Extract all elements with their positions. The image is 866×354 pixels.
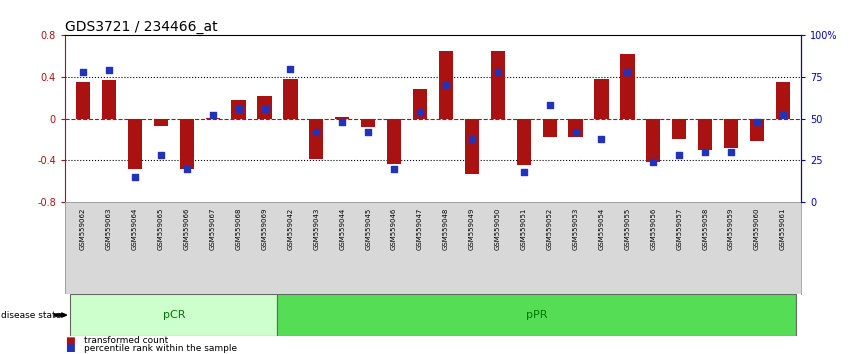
Text: GSM559062: GSM559062 bbox=[80, 207, 86, 250]
Text: transformed count: transformed count bbox=[84, 336, 168, 345]
Text: GSM559043: GSM559043 bbox=[313, 207, 320, 250]
Text: GSM559061: GSM559061 bbox=[780, 207, 786, 250]
Text: pCR: pCR bbox=[163, 310, 185, 320]
Point bbox=[750, 119, 764, 125]
Text: GSM559067: GSM559067 bbox=[210, 207, 216, 250]
Bar bbox=[335, 116, 349, 119]
Bar bbox=[646, 119, 661, 162]
Text: GSM559064: GSM559064 bbox=[132, 207, 138, 250]
Text: GSM559048: GSM559048 bbox=[443, 207, 449, 250]
Bar bbox=[465, 119, 479, 174]
Point bbox=[309, 129, 323, 135]
Point bbox=[776, 113, 790, 118]
Text: GSM559050: GSM559050 bbox=[494, 207, 501, 250]
Text: GSM559068: GSM559068 bbox=[236, 207, 242, 250]
Text: GSM559063: GSM559063 bbox=[106, 207, 112, 250]
Bar bbox=[361, 119, 375, 127]
Point bbox=[128, 174, 142, 179]
Point bbox=[335, 119, 349, 125]
Bar bbox=[231, 100, 246, 119]
Text: GSM559053: GSM559053 bbox=[572, 207, 578, 250]
Text: GSM559054: GSM559054 bbox=[598, 207, 604, 250]
Bar bbox=[387, 119, 401, 164]
Point bbox=[569, 129, 583, 135]
Point bbox=[724, 149, 738, 155]
Text: GSM559059: GSM559059 bbox=[728, 207, 734, 250]
Text: GDS3721 / 234466_at: GDS3721 / 234466_at bbox=[65, 21, 217, 34]
Text: GSM559058: GSM559058 bbox=[702, 207, 708, 250]
Bar bbox=[413, 90, 427, 119]
Text: GSM559052: GSM559052 bbox=[546, 207, 553, 250]
Point bbox=[257, 106, 271, 112]
Text: GSM559066: GSM559066 bbox=[184, 207, 190, 250]
Point bbox=[491, 69, 505, 75]
Text: GSM559046: GSM559046 bbox=[391, 207, 397, 250]
Point bbox=[180, 166, 194, 171]
Bar bbox=[70, 294, 277, 336]
Bar bbox=[154, 119, 168, 126]
Bar bbox=[179, 119, 194, 169]
Bar bbox=[620, 54, 635, 119]
Text: GSM559045: GSM559045 bbox=[365, 207, 372, 250]
Bar bbox=[672, 119, 687, 139]
Point bbox=[387, 166, 401, 171]
Text: GSM559047: GSM559047 bbox=[417, 207, 423, 250]
Point bbox=[620, 69, 634, 75]
Bar bbox=[698, 119, 712, 150]
Text: GSM559044: GSM559044 bbox=[339, 207, 346, 250]
Bar bbox=[439, 51, 453, 119]
Point bbox=[465, 136, 479, 141]
Point bbox=[361, 129, 375, 135]
Bar bbox=[309, 119, 324, 159]
Text: GSM559055: GSM559055 bbox=[624, 207, 630, 250]
Text: GSM559051: GSM559051 bbox=[520, 207, 527, 250]
Text: GSM559065: GSM559065 bbox=[158, 207, 164, 250]
Bar bbox=[750, 119, 764, 142]
Bar bbox=[594, 79, 609, 119]
Bar bbox=[724, 119, 738, 148]
Point bbox=[698, 149, 712, 155]
Bar bbox=[102, 80, 116, 119]
Point bbox=[439, 82, 453, 88]
Bar bbox=[776, 82, 790, 119]
Bar bbox=[257, 96, 272, 119]
Point bbox=[206, 113, 220, 118]
Point bbox=[102, 68, 116, 73]
Text: ■: ■ bbox=[65, 343, 74, 353]
Bar bbox=[76, 82, 90, 119]
Text: pPR: pPR bbox=[526, 310, 547, 320]
Text: GSM559060: GSM559060 bbox=[754, 207, 760, 250]
Point bbox=[76, 69, 90, 75]
Text: GSM559042: GSM559042 bbox=[288, 207, 294, 250]
Text: GSM559056: GSM559056 bbox=[650, 207, 656, 250]
Bar bbox=[128, 119, 142, 169]
Bar bbox=[283, 79, 298, 119]
Point bbox=[283, 66, 297, 72]
Point bbox=[646, 159, 660, 165]
Point bbox=[154, 152, 168, 158]
Point bbox=[413, 109, 427, 115]
Bar bbox=[517, 119, 531, 165]
Bar bbox=[491, 51, 505, 119]
Point bbox=[543, 102, 557, 108]
Text: GSM559057: GSM559057 bbox=[676, 207, 682, 250]
Bar bbox=[568, 119, 583, 137]
Point bbox=[232, 106, 246, 112]
Text: ■: ■ bbox=[65, 336, 74, 346]
Bar bbox=[277, 294, 796, 336]
Point bbox=[595, 136, 609, 141]
Text: disease state: disease state bbox=[1, 310, 61, 320]
Point bbox=[517, 169, 531, 175]
Bar bbox=[542, 119, 557, 137]
Text: GSM559049: GSM559049 bbox=[469, 207, 475, 250]
Bar bbox=[205, 118, 220, 119]
Text: GSM559069: GSM559069 bbox=[262, 207, 268, 250]
Text: percentile rank within the sample: percentile rank within the sample bbox=[84, 344, 237, 353]
Point bbox=[672, 152, 686, 158]
